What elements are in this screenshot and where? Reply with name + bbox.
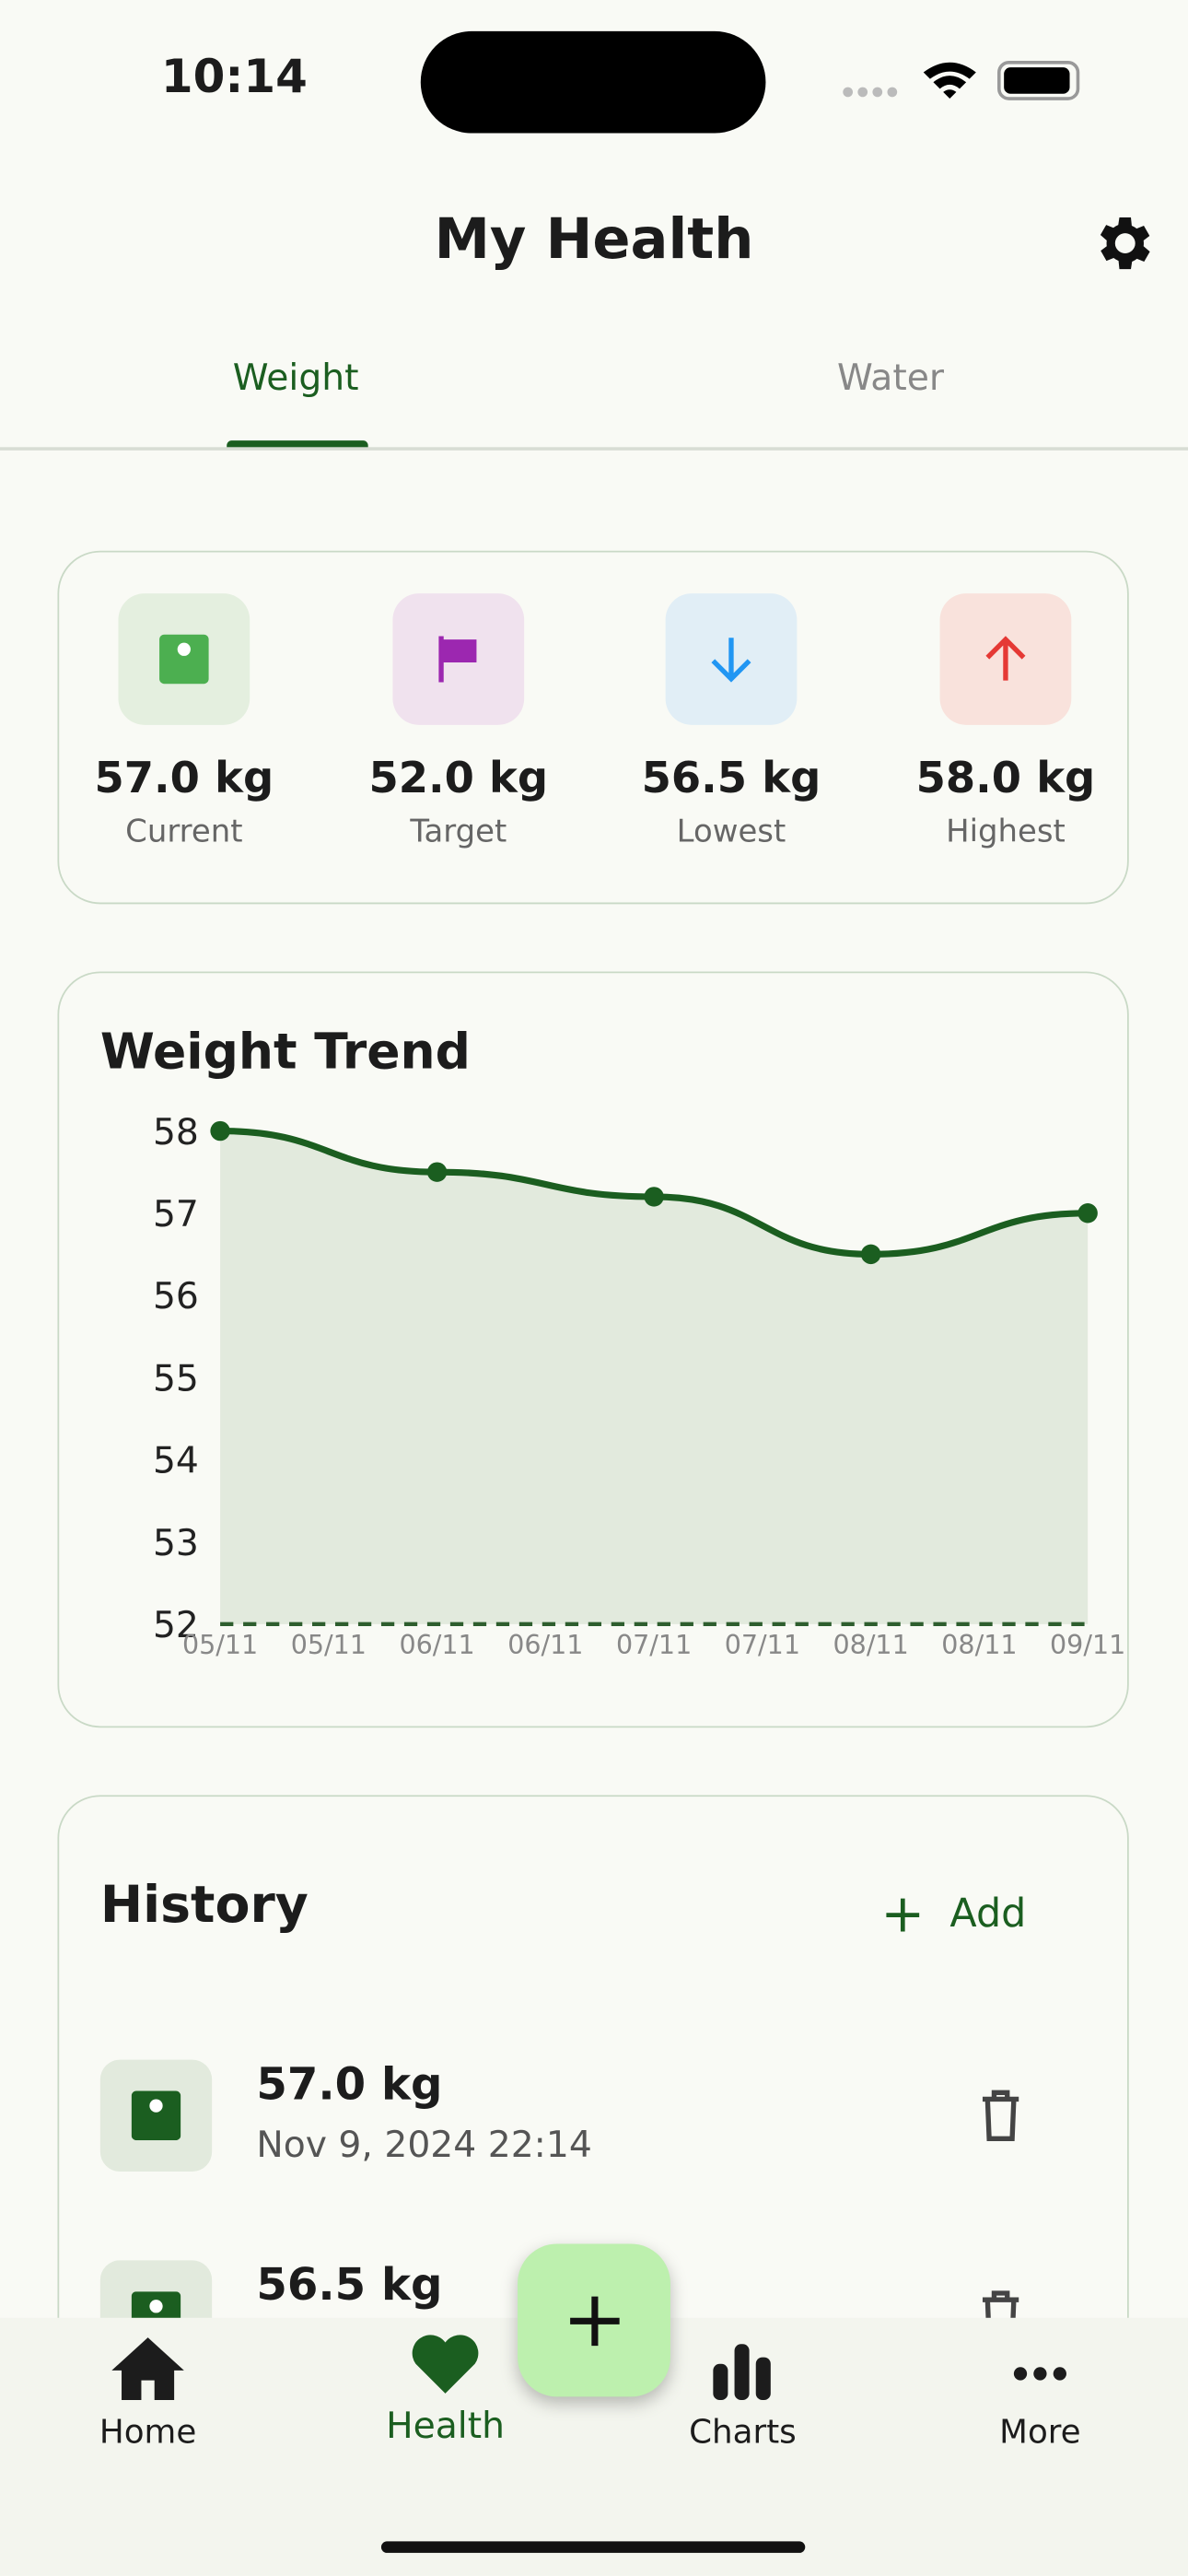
stat: 58.0 kg Highest bbox=[891, 553, 1121, 850]
status-icons bbox=[843, 61, 1080, 100]
x-tick-label: 08/11 bbox=[941, 1630, 1017, 1660]
tab-indicator bbox=[227, 440, 368, 450]
y-tick-label: 54 bbox=[153, 1441, 199, 1482]
y-tick-label: 55 bbox=[153, 1358, 199, 1399]
stat: 52.0 kg Target bbox=[344, 553, 574, 850]
stat-value: 56.5 kg bbox=[641, 754, 821, 804]
x-tick-label: 07/11 bbox=[616, 1630, 692, 1660]
settings-icon[interactable] bbox=[1088, 209, 1157, 278]
tab[interactable]: Weight bbox=[232, 357, 359, 400]
y-tick-label: 53 bbox=[153, 1523, 199, 1564]
nav-label[interactable]: Charts bbox=[689, 2411, 797, 2452]
chart-title: Weight Trend bbox=[100, 1023, 471, 1081]
x-tick-label: 05/11 bbox=[182, 1630, 258, 1660]
home-indicator bbox=[380, 2541, 806, 2553]
fab-add[interactable] bbox=[518, 2243, 670, 2397]
page-title: My Health bbox=[434, 206, 754, 274]
point bbox=[426, 1162, 448, 1182]
stat-label: Current bbox=[125, 814, 243, 850]
nav-item[interactable]: Health bbox=[346, 2331, 543, 2448]
stat-value: 57.0 kg bbox=[94, 754, 274, 804]
entry-weight: 57.0 kg bbox=[256, 2059, 443, 2111]
point bbox=[1077, 1203, 1098, 1224]
entry-date: Nov 9, 2024 22:14 bbox=[256, 2125, 592, 2167]
stats-card: 57.0 kg Current 52.0 kg Target 56.5 kg Lowe… bbox=[57, 550, 1129, 905]
y-tick-label: 52 bbox=[153, 1605, 199, 1646]
status-time: 10:14 bbox=[160, 49, 308, 104]
entry-icon bbox=[99, 2059, 213, 2172]
add-label[interactable]: Add bbox=[949, 1890, 1027, 1937]
stat: 57.0 kg Current bbox=[69, 553, 299, 850]
stat-value: 58.0 kg bbox=[915, 754, 1096, 804]
stat: 56.5 kg Lowest bbox=[616, 553, 846, 850]
add-button[interactable]: + Add bbox=[880, 1881, 1027, 1945]
chart: Weight Trend 52 53 54 55 56 57 58 05/11 05/11 06/1… bbox=[100, 1023, 1125, 1660]
nav-item[interactable]: Home bbox=[50, 2335, 247, 2452]
point bbox=[210, 1120, 230, 1142]
stat-label: Highest bbox=[946, 814, 1066, 850]
entry-weight: 56.5 kg bbox=[256, 2260, 443, 2312]
nav-label[interactable]: More bbox=[999, 2411, 1081, 2452]
x-tick-label: 07/11 bbox=[725, 1630, 800, 1660]
stat-label: Target bbox=[410, 814, 507, 850]
x-tick-label: 09/11 bbox=[1050, 1630, 1125, 1660]
point bbox=[644, 1187, 664, 1207]
x-tick-label: 05/11 bbox=[291, 1630, 367, 1660]
history-title: History bbox=[99, 1875, 309, 1936]
nav-item[interactable]: More bbox=[941, 2335, 1138, 2452]
y-tick-label: 56 bbox=[153, 1276, 199, 1317]
dynamic-island bbox=[420, 30, 766, 134]
x-tick-label: 06/11 bbox=[399, 1630, 474, 1660]
x-tick-label: 08/11 bbox=[833, 1630, 909, 1660]
nav-item[interactable]: Charts bbox=[644, 2335, 841, 2452]
stat-label: Lowest bbox=[676, 814, 786, 850]
delete-icon[interactable] bbox=[979, 2090, 1021, 2142]
stat-value: 52.0 kg bbox=[368, 754, 549, 804]
nav-label[interactable]: Home bbox=[99, 2411, 197, 2452]
y-tick-label: 57 bbox=[153, 1194, 199, 1235]
x-tick-label: 06/11 bbox=[507, 1630, 583, 1660]
y-tick-label: 58 bbox=[153, 1112, 199, 1153]
nav-label[interactable]: Health bbox=[386, 2406, 505, 2448]
tab[interactable]: Water bbox=[837, 357, 945, 400]
point bbox=[860, 1244, 881, 1265]
divider bbox=[0, 447, 1188, 450]
